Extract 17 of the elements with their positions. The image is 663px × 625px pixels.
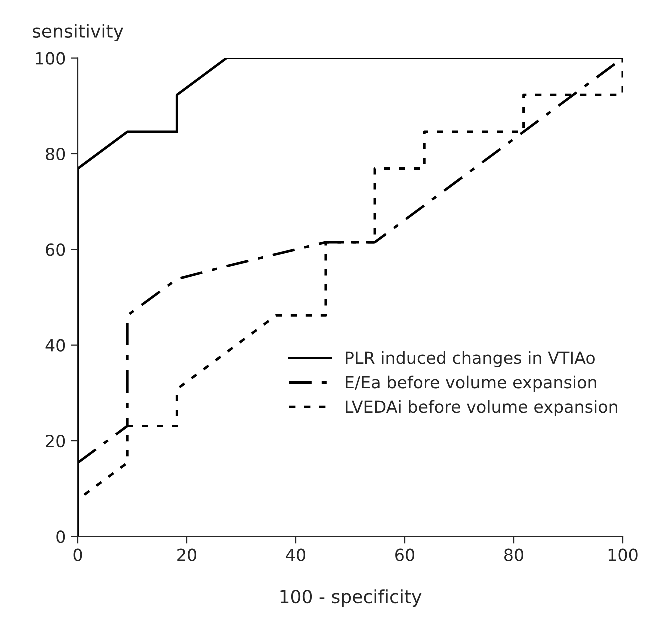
x-tick-label: 100 xyxy=(608,548,638,562)
x-tick-label: 40 xyxy=(286,548,306,562)
legend-label: LVEDAi before volume expansion xyxy=(346,400,618,416)
x-tick-label: 60 xyxy=(396,548,414,562)
x-axis-title: 100 - specificity xyxy=(280,590,422,608)
legend-label: PLR induced changes in VTIAo xyxy=(346,351,595,368)
x-tick-label: 20 xyxy=(178,548,196,562)
y-axis-title: sensitivity xyxy=(33,24,124,42)
y-tick-label: 100 xyxy=(36,52,66,65)
y-tick-label: 40 xyxy=(46,339,66,352)
x-tick-label: 0 xyxy=(74,548,82,562)
y-tick-label: 20 xyxy=(46,434,66,448)
legend-label: E/Ea before volume expansion xyxy=(346,376,596,392)
y-tick-label: 60 xyxy=(46,244,66,256)
y-tick-label: 0 xyxy=(56,530,66,544)
x-tick-label: 80 xyxy=(504,548,524,562)
y-tick-label: 80 xyxy=(46,148,66,161)
